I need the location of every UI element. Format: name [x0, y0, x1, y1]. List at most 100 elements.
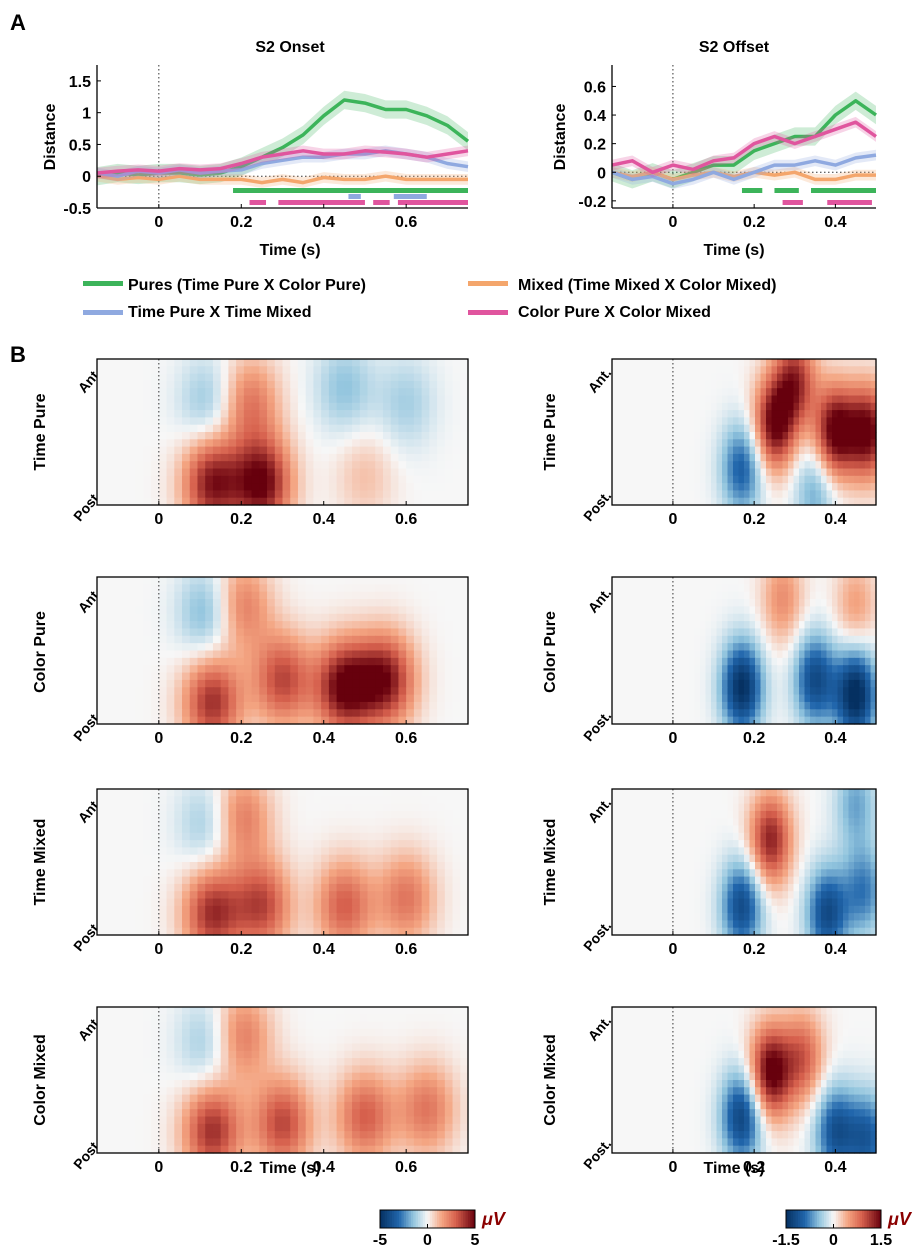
heatmap-cell — [716, 359, 723, 367]
heatmap-cell — [639, 709, 646, 718]
heatmap-cell — [617, 366, 624, 375]
heatmap-cell — [843, 475, 850, 484]
heatmap-cell — [865, 402, 872, 411]
heatmap-cell — [274, 927, 284, 936]
heatmap-time-pure-onset: Time Pure Ant. Post. 0 0.2 0.4 0.6 — [32, 358, 469, 528]
heatmap-cell — [282, 665, 291, 674]
heatmap-cell — [722, 635, 729, 644]
heatmap-cell — [452, 373, 461, 382]
heatmap-cell — [722, 701, 729, 710]
heatmap-cell — [251, 417, 260, 426]
heatmap-cell — [174, 854, 183, 863]
heatmap-cell — [694, 621, 701, 630]
heatmap-cell — [645, 709, 652, 718]
heatmap-cell — [694, 577, 701, 585]
heatmap-cell — [228, 825, 237, 834]
heatmap-cell — [321, 424, 330, 433]
heatmap-cell — [251, 613, 260, 622]
heatmap-cell — [700, 424, 707, 433]
heatmap-cell — [413, 876, 423, 885]
heatmap-cell — [174, 847, 183, 856]
heatmap-cell — [727, 628, 734, 637]
heatmap-cell — [390, 432, 400, 440]
series-line — [96, 174, 468, 185]
heatmap-cell — [870, 709, 877, 718]
heatmap-cell — [359, 643, 369, 652]
heatmap-cell — [220, 869, 229, 878]
heatmap-cell — [612, 395, 619, 404]
heatmap-cell — [282, 716, 291, 725]
heatmap-cell — [689, 665, 696, 674]
heatmap-cell — [672, 475, 679, 484]
heatmap-cell — [843, 599, 850, 607]
heatmap-cell — [406, 599, 415, 607]
heatmap-cell — [815, 453, 822, 462]
heatmap-cell — [777, 621, 784, 630]
heatmap-cell — [251, 803, 260, 812]
heatmap-cell — [382, 628, 392, 637]
heatmap-cell — [444, 577, 454, 585]
heatmap-cell — [143, 840, 152, 848]
heatmap-cell — [859, 621, 866, 630]
heatmap-cell — [429, 432, 438, 440]
heatmap-cell — [460, 497, 469, 506]
heatmap-cell — [274, 789, 284, 797]
heatmap-cell — [267, 380, 276, 389]
heatmap-cell — [854, 687, 861, 696]
heatmap-cell — [382, 388, 392, 397]
heatmap-cell — [143, 891, 152, 900]
heatmap-cell — [429, 606, 438, 615]
y-tick-label-post: Post. — [580, 708, 614, 745]
heatmap-cell — [406, 439, 415, 448]
heatmap-cell — [267, 913, 276, 921]
heatmap-cell — [661, 577, 668, 585]
heatmap-cell — [749, 490, 756, 499]
heatmap-cell — [782, 483, 789, 491]
heatmap-cell — [738, 643, 745, 652]
heatmap-cell — [236, 862, 245, 870]
heatmap-cell — [870, 701, 877, 710]
heatmap-cell — [158, 796, 168, 805]
heatmap-cell — [174, 417, 183, 426]
heatmap-cell — [612, 453, 619, 462]
heatmap-cell — [328, 891, 338, 900]
heatmap-cell — [398, 810, 407, 819]
heatmap-cell — [793, 635, 800, 644]
heatmap-cell — [127, 810, 137, 819]
heatmap-cell — [683, 439, 690, 448]
heatmap-cell — [182, 876, 191, 885]
heatmap-cell — [444, 927, 454, 936]
heatmap-cell — [821, 716, 828, 725]
heatmap-cell — [744, 606, 751, 615]
heatmap-cell — [228, 862, 237, 870]
heatmap-cell — [437, 366, 446, 375]
heatmap-cell — [413, 402, 423, 411]
heatmap-cell — [359, 577, 369, 585]
heatmap-cell — [727, 613, 734, 622]
heatmap-cell — [328, 920, 338, 929]
heatmap-cell — [749, 665, 756, 674]
heatmap-cell — [305, 446, 315, 455]
heatmap-cell — [437, 883, 446, 892]
heatmap-cell — [744, 613, 751, 622]
heatmap-cell — [865, 359, 872, 367]
heatmap-cell — [127, 446, 137, 455]
heatmap-cell — [189, 439, 199, 448]
heatmap-cell — [437, 913, 446, 921]
heatmap-cell — [120, 665, 129, 674]
heatmap-cell — [274, 672, 284, 681]
heatmap-cell — [766, 591, 773, 600]
heatmap-cell — [444, 446, 454, 455]
heatmap-cell — [766, 424, 773, 433]
heatmap-cell — [197, 599, 206, 607]
heatmap-cell — [429, 854, 438, 863]
heatmap-cell — [290, 475, 299, 484]
heatmap-cell — [197, 672, 206, 681]
heatmap-cell — [352, 453, 361, 462]
heatmap-cell — [398, 395, 407, 404]
heatmap-cell — [228, 635, 237, 644]
heatmap-cell — [359, 694, 369, 703]
heatmap-cell — [689, 679, 696, 688]
heatmap-cell — [205, 840, 214, 848]
heatmap-cell — [700, 410, 707, 418]
